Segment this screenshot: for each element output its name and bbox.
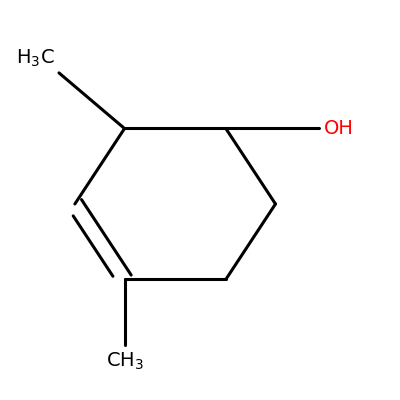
- Text: H$_3$C: H$_3$C: [16, 48, 55, 69]
- Text: CH$_3$: CH$_3$: [106, 351, 144, 372]
- Text: OH: OH: [324, 119, 354, 138]
